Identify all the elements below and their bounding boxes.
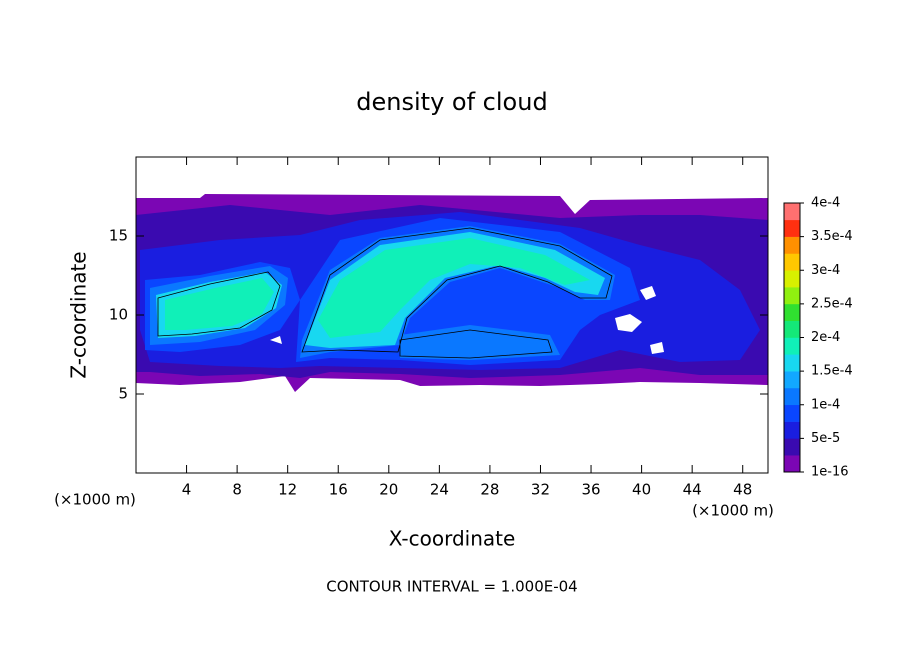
x-axis-label: X-coordinate [389,527,516,551]
colorbar-tick-label: 2e-4 [811,330,840,345]
colorbar-tick-label: 1e-4 [811,397,840,412]
x-tick-label: 12 [278,481,297,499]
x-tick-label: 24 [430,481,449,499]
x-tick-label: 4 [182,481,192,499]
colorbar-tick-label: 5e-5 [811,431,840,446]
contour-line [157,227,613,359]
chart-title: density of cloud [356,88,547,116]
y-tick-label: 15 [109,227,128,245]
colorbar-tick-label: 2.5e-4 [811,296,853,311]
x-unit-label: (×1000 m) [692,502,774,520]
colorbar-segment [784,303,800,321]
colorbar-tick-label: 4e-4 [811,196,840,211]
colorbar-segment [784,438,800,456]
colorbar-segment [784,236,800,254]
y-axis-label: Z-coordinate [67,251,91,378]
y-tick-label: 10 [109,306,128,324]
colorbar-segment [784,421,800,439]
colorbar-segment [784,455,800,473]
colorbar-segment [784,354,800,372]
x-tick-label: 28 [480,481,499,499]
colorbar-segment [784,320,800,338]
x-tick-label: 32 [531,481,550,499]
colorbar-segment [784,270,800,288]
x-tick-label: 8 [232,481,242,499]
colorbar-segment [784,219,800,237]
x-unit-label: (×1000 m) [54,491,136,509]
colorbar-tick-label: 1.5e-4 [811,364,853,379]
x-tick-label: 36 [581,481,600,499]
colorbar-segment [784,371,800,389]
x-tick-label: 44 [683,481,702,499]
colorbar-tick-label: 3.5e-4 [811,229,853,244]
colorbar-tick-label: 3e-4 [811,263,840,278]
contour-region [165,238,590,338]
x-tick-label: 48 [733,481,752,499]
colorbar-segment [784,387,800,406]
x-tick-label: 20 [379,481,398,499]
y-tick-label: 5 [118,385,128,403]
colorbar-segment [784,203,800,221]
colorbar-segment [784,287,800,305]
colorbar-tick-label: 1e-16 [811,465,849,480]
annotation: CONTOUR INTERVAL = 1.000E-04 [326,578,577,596]
colorbar-frame [783,202,801,473]
x-tick-label: 40 [632,481,651,499]
colorbar-segment [784,404,800,422]
contour-field [136,194,768,392]
colorbar-segment [784,337,800,355]
colorbar-segment [784,253,800,271]
x-tick-label: 16 [329,481,348,499]
